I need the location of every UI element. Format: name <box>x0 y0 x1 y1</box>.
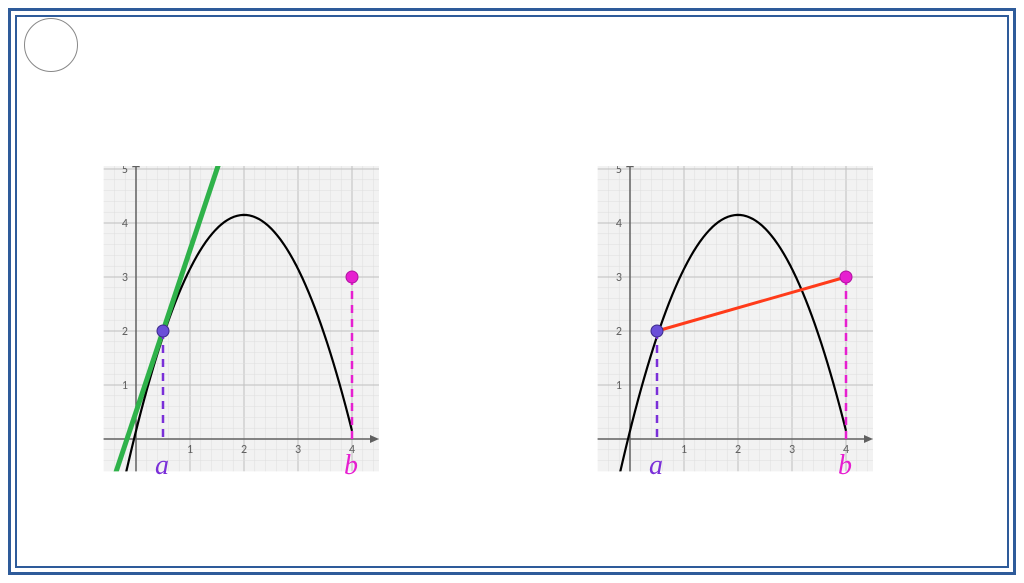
svg-text:2: 2 <box>241 443 247 457</box>
svg-text:4: 4 <box>122 217 128 231</box>
right-plot: 123412345ab <box>594 166 924 476</box>
axis-label-b: b <box>838 450 852 482</box>
svg-text:3: 3 <box>122 271 128 285</box>
svg-text:3: 3 <box>295 443 301 457</box>
svg-text:1: 1 <box>187 443 193 457</box>
svg-text:4: 4 <box>616 217 622 231</box>
axis-label-a: a <box>649 450 663 482</box>
svg-text:1: 1 <box>616 379 622 393</box>
svg-text:1: 1 <box>681 443 687 457</box>
right-chart-panel: 123412345ab <box>554 100 964 520</box>
svg-text:2: 2 <box>616 325 622 339</box>
left-chart-panel: 123412345ab <box>60 100 470 520</box>
svg-text:2: 2 <box>122 325 128 339</box>
charts-row: 123412345ab 123412345ab <box>60 100 964 520</box>
svg-text:1: 1 <box>122 379 128 393</box>
logo <box>24 18 78 72</box>
svg-text:3: 3 <box>616 271 622 285</box>
svg-text:5: 5 <box>122 166 128 177</box>
svg-text:5: 5 <box>616 166 622 177</box>
axis-label-a: a <box>155 450 169 482</box>
svg-text:2: 2 <box>735 443 741 457</box>
svg-text:3: 3 <box>789 443 795 457</box>
axis-label-b: b <box>344 450 358 482</box>
left-plot: 123412345ab <box>100 166 430 476</box>
